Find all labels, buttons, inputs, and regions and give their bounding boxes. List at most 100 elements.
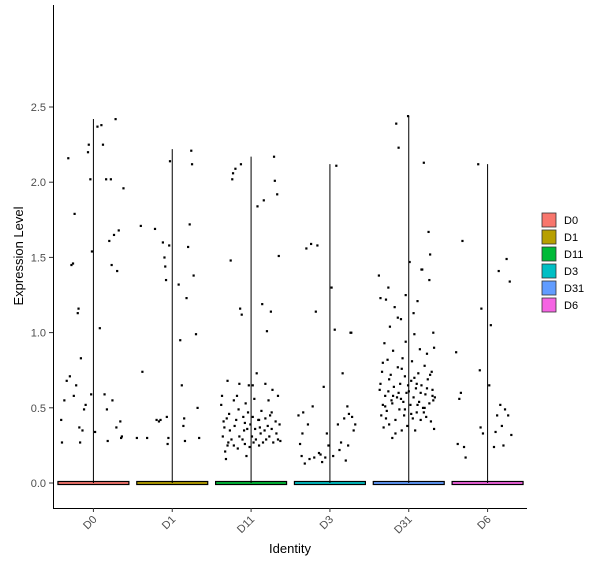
data-point [413,376,416,379]
data-point [164,278,168,282]
data-point [72,394,75,397]
data-point [238,435,241,438]
data-point [387,286,390,289]
y-axis-title: Expression Level [11,206,26,305]
data-point [480,307,483,310]
data-point [252,441,255,444]
data-point [324,456,327,459]
data-point [403,414,406,417]
data-point [105,178,108,181]
legend-key-D11 [541,246,557,262]
data-point [117,229,120,232]
data-point [185,297,188,300]
data-point [258,426,261,429]
data-point [379,382,382,385]
legend-key-D6 [541,297,557,313]
data-point [478,369,481,372]
data-point [423,406,426,409]
data-point [381,361,384,364]
data-point [321,460,324,464]
y-tick-label: 0.0 [31,478,46,490]
data-point [354,423,357,426]
data-point [297,414,300,417]
data-point [120,435,123,438]
data-point [183,417,186,420]
data-point [233,424,236,428]
data-point [456,442,459,446]
data-point [108,239,111,243]
data-point [251,415,254,419]
data-point [166,442,169,446]
data-point [229,259,232,262]
data-point [330,286,333,289]
data-point [243,442,246,446]
data-point [416,403,419,406]
data-point [220,403,223,406]
data-point [68,375,71,378]
data-point [385,409,388,413]
data-point [412,396,415,399]
data-point [382,426,385,429]
data-point [109,178,112,181]
data-point [119,420,122,423]
data-point [489,324,492,327]
data-point [278,423,281,426]
data-point [67,157,70,160]
data-point [242,415,245,419]
data-point [399,397,403,400]
data-point [425,387,429,390]
data-point [300,454,303,458]
y-tick-label: 2.0 [31,177,46,189]
data-point [406,424,409,428]
data-point [403,375,407,378]
data-point [190,163,194,166]
data-point [60,441,64,444]
data-point [82,408,86,411]
data-point [177,283,180,286]
data-point [146,436,149,440]
data-point [400,367,403,370]
data-point [398,408,401,411]
data-point [430,370,433,373]
data-point [414,387,418,390]
data-point [420,268,423,271]
data-point [339,441,343,444]
data-point [384,394,387,397]
data-point [247,384,250,387]
y-tick-label: 2.5 [31,102,46,114]
data-point [421,406,425,409]
data-point [418,348,421,351]
data-point [350,331,353,334]
data-point [139,224,142,228]
legend-key-D31 [541,280,557,296]
data-point [274,420,277,423]
data-point [182,424,185,428]
data-point [395,122,398,125]
data-point [301,432,304,435]
data-point [432,399,435,402]
data-point [279,439,282,443]
data-point [343,417,346,420]
data-point [410,360,414,363]
data-point [422,161,425,164]
data-point [392,385,395,388]
data-point [249,423,252,426]
points-layer [60,115,513,465]
data-point [412,312,415,315]
data-point [87,143,90,146]
data-point [224,457,228,461]
data-point [79,441,82,444]
data-point [235,418,238,422]
data-point [100,124,103,127]
data-point [194,333,198,336]
data-point [336,423,339,426]
data-point [267,399,270,402]
data-point [226,379,229,382]
data-point [110,263,113,267]
data-point [298,442,302,446]
data-point [135,436,138,440]
data-point [314,310,317,313]
data-point [429,253,432,256]
data-point [405,391,408,394]
data-point [397,391,400,394]
